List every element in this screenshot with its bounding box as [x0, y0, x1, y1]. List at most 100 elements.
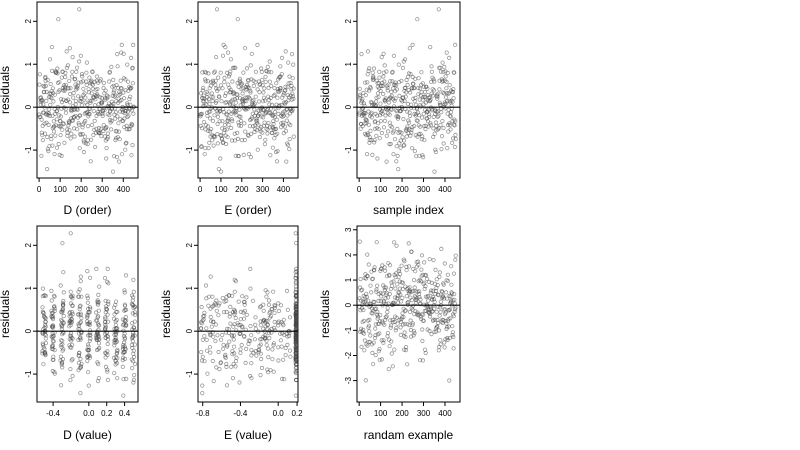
scatter-point	[381, 74, 386, 79]
scatter-point	[447, 83, 452, 88]
scatter-point	[293, 321, 298, 327]
scatter-point	[361, 318, 366, 323]
scatter-point	[382, 118, 387, 124]
scatter-point	[87, 111, 92, 117]
scatter-point	[438, 342, 443, 347]
scatter-panel-6: 0 100 200 300 400 -3 -2 -1 0 1 2 3 randam example res…	[318, 225, 461, 442]
scatter-point	[244, 88, 249, 93]
scatter-point	[272, 310, 277, 315]
scatter-point	[209, 324, 214, 329]
scatter-point	[204, 70, 209, 75]
scatter-point	[207, 129, 212, 134]
scatter-point	[82, 91, 87, 96]
scatter-point	[209, 91, 214, 96]
scatter-point	[372, 268, 377, 273]
scatter-point	[445, 111, 450, 116]
scatter-point	[250, 102, 255, 107]
scatter-point	[230, 119, 235, 124]
scatter-point	[397, 93, 402, 99]
scatter-point	[54, 117, 59, 122]
scatter-point	[64, 49, 69, 54]
scatter-point	[435, 282, 440, 288]
scatter-point	[229, 138, 235, 143]
scatter-point	[210, 118, 216, 124]
scatter-point	[85, 142, 90, 147]
scatter-point	[86, 124, 91, 129]
scatter-point	[373, 99, 379, 104]
scatter-point	[258, 66, 264, 71]
scatter-point	[50, 346, 56, 352]
scatter-point	[132, 354, 137, 360]
scatter-point	[76, 294, 81, 299]
scatter-point	[429, 69, 434, 74]
scatter-point	[253, 94, 258, 99]
x-tick-label: 300	[417, 185, 431, 194]
scatter-point	[378, 119, 383, 124]
scatter-point	[406, 264, 412, 269]
scatter-point	[381, 338, 386, 343]
scatter-point	[436, 7, 441, 12]
scatter-point	[228, 57, 233, 62]
scatter-point	[87, 322, 92, 328]
scatter-point	[212, 135, 217, 140]
scatter-point	[40, 309, 45, 314]
y-axis-label: residuals	[318, 66, 332, 114]
scatter-point	[293, 275, 298, 280]
scatter-point	[294, 266, 299, 271]
scatter-point	[242, 121, 247, 126]
scatter-point	[249, 361, 254, 366]
scatter-point	[101, 85, 106, 91]
scatter-point	[258, 323, 263, 328]
scatter-point	[63, 82, 68, 87]
scatter-point	[208, 274, 213, 279]
scatter-point	[406, 299, 411, 305]
scatter-point	[357, 86, 362, 91]
scatter-point	[115, 51, 120, 57]
scatter-point	[267, 59, 272, 64]
scatter-point	[45, 134, 50, 140]
scatter-point	[257, 134, 262, 140]
scatter-point	[276, 319, 281, 324]
scatter-point	[209, 127, 214, 132]
scatter-point	[224, 70, 230, 76]
scatter-point	[394, 87, 399, 92]
scatter-point	[210, 304, 215, 309]
scatter-point	[253, 322, 258, 327]
scatter-point	[452, 309, 457, 314]
scatter-point	[248, 63, 253, 68]
scatter-point	[202, 310, 207, 315]
scatter-point	[438, 309, 443, 315]
scatter-point	[391, 300, 396, 305]
scatter-point	[285, 143, 291, 148]
scatter-point	[106, 301, 111, 307]
scatter-point	[373, 306, 379, 311]
scatter-point	[211, 70, 217, 75]
scatter-point	[219, 99, 224, 104]
scatter-point	[402, 143, 407, 148]
scatter-point	[230, 97, 235, 102]
scatter-point	[263, 74, 268, 79]
scatter-point	[44, 120, 49, 125]
scatter-point	[279, 55, 285, 61]
scatter-point	[235, 136, 241, 141]
scatter-point	[81, 149, 87, 155]
scatter-point	[218, 360, 224, 365]
scatter-point	[434, 92, 440, 97]
scatter-point	[293, 310, 299, 315]
scatter-point	[85, 312, 90, 317]
scatter-point	[440, 289, 445, 295]
scatter-point	[375, 316, 380, 321]
scatter-point	[43, 74, 48, 79]
scatter-point	[416, 86, 421, 91]
scatter-point	[268, 153, 273, 158]
scatter-point	[293, 312, 299, 317]
scatter-point	[449, 291, 455, 296]
scatter-point	[256, 113, 261, 118]
scatter-point	[293, 289, 298, 294]
scatter-point	[385, 305, 390, 311]
scatter-point	[447, 113, 453, 118]
scatter-point	[424, 116, 429, 121]
scatter-point	[49, 298, 54, 303]
scatter-point	[94, 266, 99, 271]
scatter-point	[126, 113, 131, 118]
